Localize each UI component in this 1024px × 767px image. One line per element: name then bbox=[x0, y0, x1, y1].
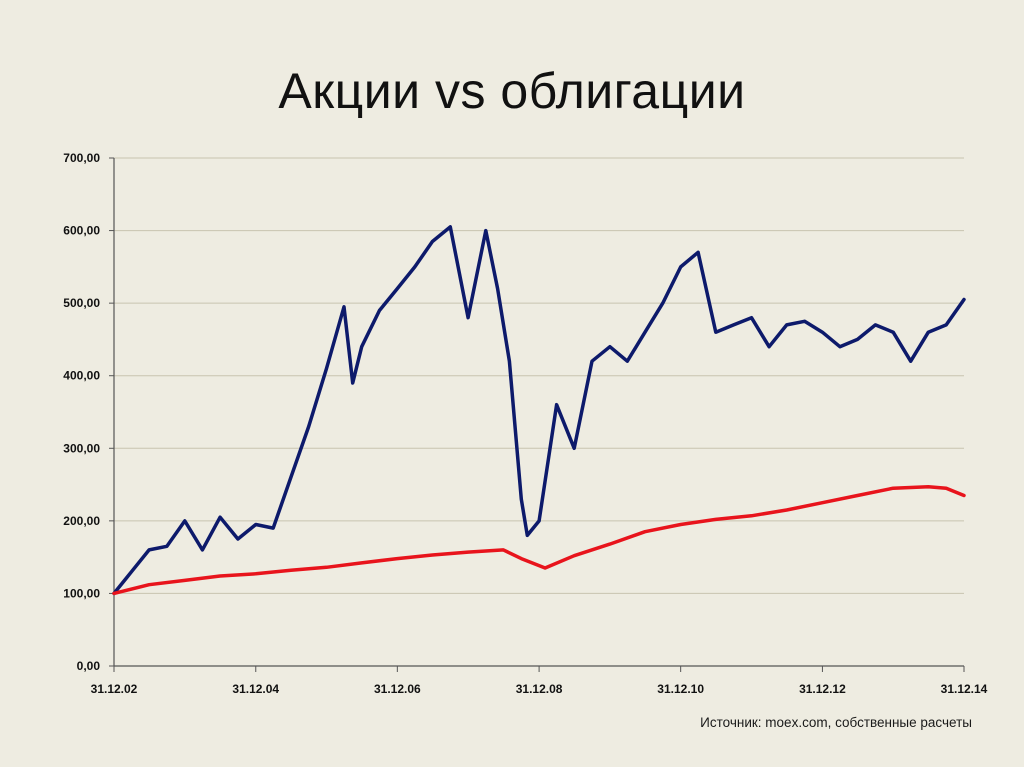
y-tick-label: 100,00 bbox=[63, 586, 100, 600]
x-tick-label: 31.12.06 bbox=[374, 682, 421, 696]
x-tick-label: 31.12.02 bbox=[91, 682, 138, 696]
x-axis-ticks: 31.12.02 31.12.04 31.12.06 31.12.08 31.12.10… bbox=[91, 666, 988, 696]
slide-title: Акции vs облигации bbox=[278, 63, 746, 119]
series-line-bonds bbox=[112, 484, 966, 596]
y-axis-ticks: 0,00 100,00 200,00 300,00 400,00 500,00 600,00… bbox=[63, 151, 114, 673]
y-tick-label: 400,00 bbox=[63, 369, 100, 383]
y-tick-label: 700,00 bbox=[63, 151, 100, 165]
y-tick-label: 0,00 bbox=[77, 659, 101, 673]
x-tick-label: 31.12.12 bbox=[799, 682, 846, 696]
y-tick-label: 300,00 bbox=[63, 441, 100, 455]
x-tick-label: 31.12.14 bbox=[941, 682, 988, 696]
y-tick-label: 500,00 bbox=[63, 296, 100, 310]
grid-lines bbox=[114, 157, 964, 594]
y-tick-label: 200,00 bbox=[63, 514, 100, 528]
series-lines bbox=[112, 225, 966, 596]
x-tick-label: 31.12.10 bbox=[657, 682, 704, 696]
source-note: Источник: moex.com, собственные расчеты bbox=[700, 715, 972, 730]
x-tick-label: 31.12.08 bbox=[516, 682, 563, 696]
y-tick-label: 600,00 bbox=[63, 224, 100, 238]
x-tick-label: 31.12.04 bbox=[232, 682, 279, 696]
series-line-stocks bbox=[112, 225, 966, 596]
axes bbox=[113, 158, 964, 667]
